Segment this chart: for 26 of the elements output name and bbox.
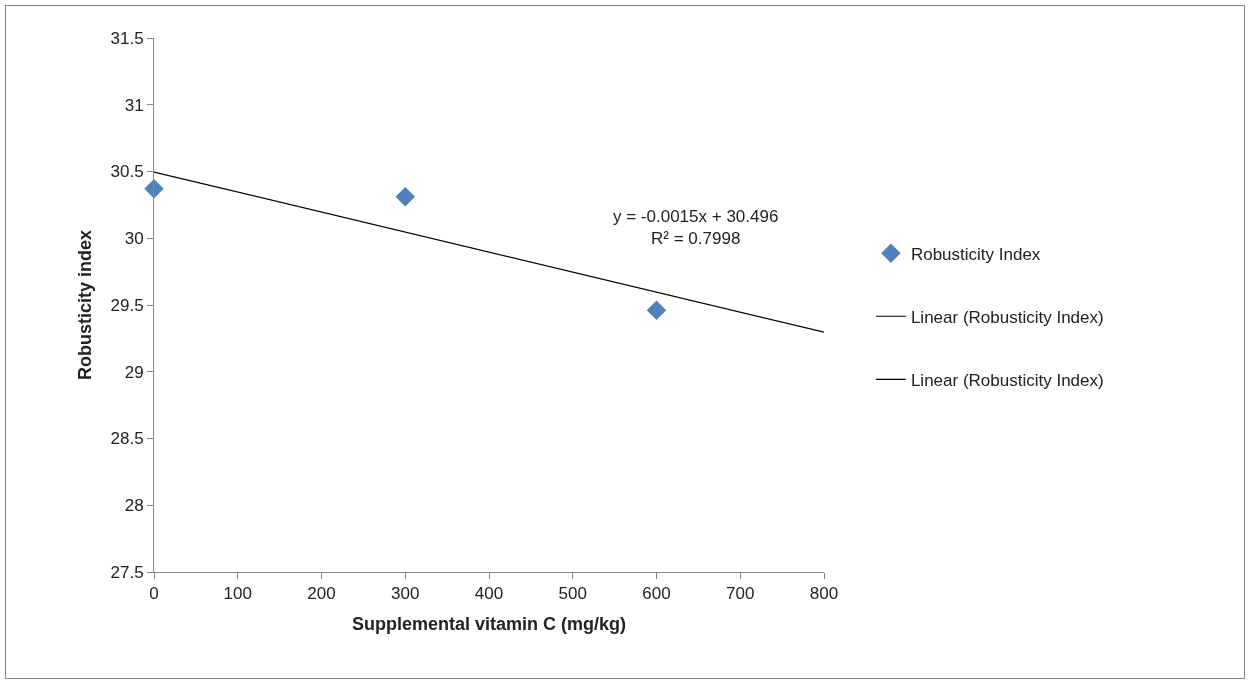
y-tick-label: 30.5 [110, 162, 144, 182]
legend-label: Linear (Robusticity Index) [910, 307, 1104, 327]
y-axis-title: Robusticity index [74, 229, 95, 381]
x-tick-label: 100 [223, 584, 252, 604]
annotation: y = -0.0015x + 30.496 R² = 0.7998 [613, 207, 779, 249]
x-tick-label: 0 [149, 584, 159, 604]
x-tick-label: 200 [307, 584, 336, 604]
legend-label: Linear (Robusticity Index) [910, 370, 1104, 390]
y-tick-label: 31.5 [110, 28, 144, 48]
y-tick-label: 29 [124, 362, 144, 382]
x-tick-label: 300 [391, 584, 420, 604]
y-tick-label: 30 [124, 229, 144, 249]
y-tick-label: 31 [124, 95, 144, 115]
x-tick-label: 800 [809, 584, 839, 604]
legend-label: Robusticity Index [910, 244, 1041, 264]
x-tick-label: 700 [726, 584, 755, 604]
x-tick-label: 600 [642, 584, 671, 604]
y-tick-label: 28.5 [110, 429, 144, 449]
x-tick-label: 500 [558, 584, 587, 604]
point [646, 300, 667, 321]
x-axis-title: Supplemental vitamin C (mg/kg) [351, 613, 627, 634]
point [395, 187, 415, 207]
y-tick-label: 28 [124, 496, 144, 516]
y-tick-label: 29.5 [110, 295, 144, 315]
x-tick-label: 400 [474, 584, 504, 604]
y-tick-label: 27.5 [110, 562, 144, 582]
